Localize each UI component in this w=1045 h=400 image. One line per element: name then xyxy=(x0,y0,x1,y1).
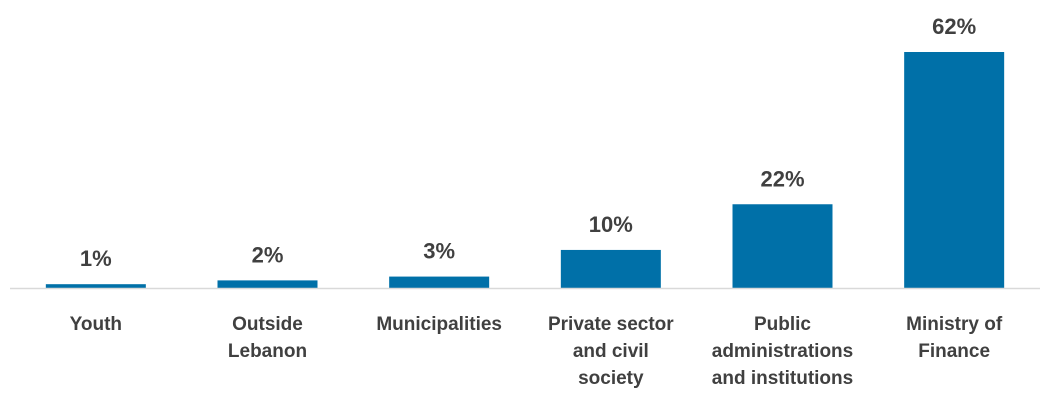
data-label-youth: 1% xyxy=(80,246,112,271)
bar-outside-lebanon xyxy=(217,280,318,288)
category-label-line: Ministry of xyxy=(906,314,1003,335)
bar-private-sector-and-civil-society xyxy=(560,249,661,288)
category-label-line: Public xyxy=(754,314,811,335)
bar-youth xyxy=(45,284,146,288)
category-label-line: Finance xyxy=(918,341,990,362)
category-label-private-sector-and-civil-society: Private sector and civil society xyxy=(548,314,674,389)
category-label-outside-lebanon: Outside Lebanon xyxy=(228,314,307,362)
category-label-line: and institutions xyxy=(712,368,853,389)
category-label-line: Municipalities xyxy=(376,314,502,335)
data-label-municipalities: 3% xyxy=(423,239,455,264)
data-label-private-sector-and-civil-society: 10% xyxy=(589,212,633,237)
category-label-line: Lebanon xyxy=(228,341,307,362)
category-label-ministry-of-finance: Ministry of Finance xyxy=(906,314,1003,362)
category-label-line: and civil xyxy=(573,341,649,362)
category-labels-group: Youth Outside Lebanon Municipalities Private… xyxy=(70,314,1003,389)
data-label-ministry-of-finance: 62% xyxy=(932,14,976,39)
data-label-outside-lebanon: 2% xyxy=(252,242,284,267)
category-label-line: administrations xyxy=(712,341,853,362)
bar-public-administrations-and-institutions xyxy=(732,204,833,288)
data-labels-group: 1% 2% 3% 10% 22% 62% xyxy=(80,14,976,271)
data-label-public-administrations-and-institutions: 22% xyxy=(760,166,804,191)
bars-group xyxy=(45,52,1005,288)
category-label-line: society xyxy=(578,368,644,389)
bar-municipalities xyxy=(389,276,490,288)
category-label-line: Outside xyxy=(232,314,303,335)
category-label-youth: Youth xyxy=(70,314,122,335)
category-label-line: Youth xyxy=(70,314,122,335)
category-label-line: Private sector xyxy=(548,314,674,335)
category-label-public-administrations-and-institutions: Public administrations and institutions xyxy=(712,314,853,389)
bar-ministry-of-finance xyxy=(904,52,1005,288)
category-label-municipalities: Municipalities xyxy=(376,314,502,335)
